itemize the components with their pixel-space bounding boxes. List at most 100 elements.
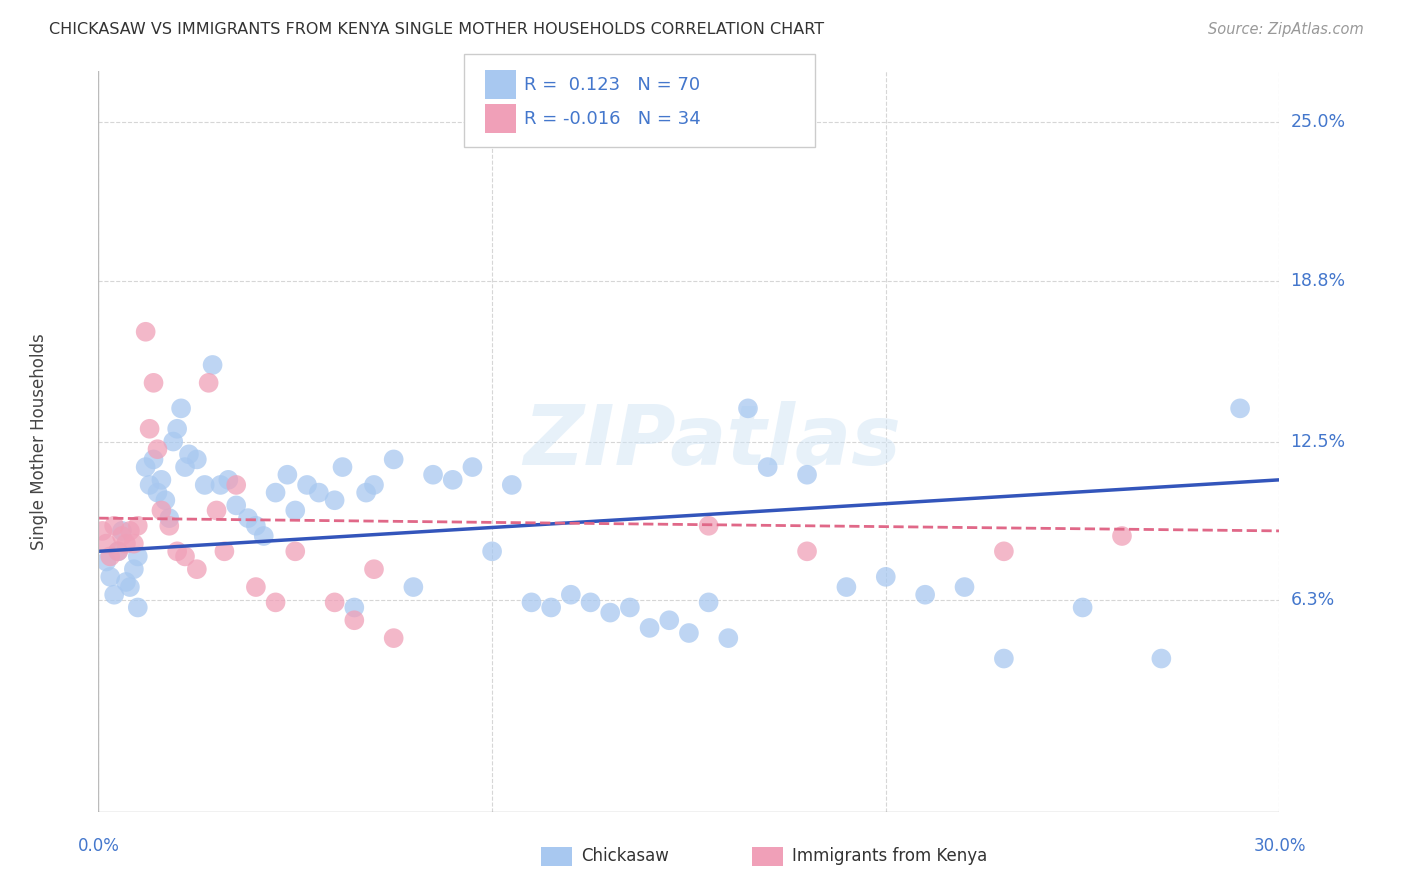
- Text: Immigrants from Kenya: Immigrants from Kenya: [792, 847, 987, 865]
- Point: [194, 478, 217, 492]
- Point: [111, 524, 134, 538]
- Point: [264, 595, 287, 609]
- Text: 12.5%: 12.5%: [1291, 433, 1346, 450]
- Point: [142, 376, 165, 390]
- Point: [245, 518, 267, 533]
- Point: [1229, 401, 1251, 416]
- Point: [201, 358, 224, 372]
- Point: [96, 555, 118, 569]
- Point: [135, 460, 157, 475]
- Point: [638, 621, 661, 635]
- Point: [197, 376, 219, 390]
- Point: [138, 422, 160, 436]
- Point: [157, 518, 180, 533]
- Point: [177, 447, 200, 461]
- Point: [560, 588, 582, 602]
- Point: [363, 478, 385, 492]
- Point: [422, 467, 444, 482]
- Point: [284, 503, 307, 517]
- Text: Chickasaw: Chickasaw: [581, 847, 669, 865]
- Point: [441, 473, 464, 487]
- Point: [284, 544, 307, 558]
- Point: [225, 499, 247, 513]
- Point: [1150, 651, 1173, 665]
- Point: [118, 580, 141, 594]
- Point: [323, 493, 346, 508]
- Point: [308, 485, 330, 500]
- Point: [382, 631, 405, 645]
- Point: [276, 467, 298, 482]
- Point: [796, 544, 818, 558]
- Point: [245, 580, 267, 594]
- Text: 18.8%: 18.8%: [1291, 272, 1346, 290]
- Point: [343, 600, 366, 615]
- Point: [142, 452, 165, 467]
- Point: [225, 478, 247, 492]
- Text: Single Mother Households: Single Mother Households: [31, 334, 48, 549]
- Point: [678, 626, 700, 640]
- Text: 25.0%: 25.0%: [1291, 113, 1346, 131]
- Point: [540, 600, 562, 615]
- Point: [619, 600, 641, 615]
- Point: [993, 651, 1015, 665]
- Point: [658, 613, 681, 627]
- Point: [253, 529, 276, 543]
- Point: [264, 485, 287, 500]
- Point: [236, 511, 259, 525]
- Point: [98, 549, 121, 564]
- Point: [501, 478, 523, 492]
- Point: [166, 422, 188, 436]
- Point: [135, 325, 157, 339]
- Point: [481, 544, 503, 558]
- Point: [875, 570, 897, 584]
- Point: [111, 529, 134, 543]
- Text: R = -0.016   N = 34: R = -0.016 N = 34: [524, 110, 702, 128]
- Point: [150, 503, 173, 517]
- Point: [363, 562, 385, 576]
- Point: [166, 544, 188, 558]
- Point: [756, 460, 779, 475]
- Point: [155, 493, 177, 508]
- Point: [103, 518, 125, 533]
- Point: [122, 562, 145, 576]
- Point: [599, 606, 621, 620]
- Text: 6.3%: 6.3%: [1291, 591, 1334, 609]
- Point: [953, 580, 976, 594]
- Point: [796, 467, 818, 482]
- Point: [332, 460, 354, 475]
- Point: [697, 595, 720, 609]
- Point: [98, 570, 121, 584]
- Point: [737, 401, 759, 416]
- Text: CHICKASAW VS IMMIGRANTS FROM KENYA SINGLE MOTHER HOUSEHOLDS CORRELATION CHART: CHICKASAW VS IMMIGRANTS FROM KENYA SINGL…: [49, 22, 824, 37]
- Point: [146, 485, 169, 500]
- Point: [115, 574, 138, 589]
- Point: [157, 511, 180, 525]
- Point: [174, 460, 197, 475]
- Text: ZIPatlas: ZIPatlas: [523, 401, 901, 482]
- Point: [295, 478, 318, 492]
- Point: [914, 588, 936, 602]
- Point: [520, 595, 543, 609]
- Point: [127, 518, 149, 533]
- Point: [461, 460, 484, 475]
- Text: Source: ZipAtlas.com: Source: ZipAtlas.com: [1208, 22, 1364, 37]
- Point: [162, 434, 184, 449]
- Point: [103, 588, 125, 602]
- Point: [146, 442, 169, 457]
- Point: [697, 518, 720, 533]
- Point: [96, 536, 118, 550]
- Point: [115, 536, 138, 550]
- Point: [127, 600, 149, 615]
- Point: [354, 485, 377, 500]
- Text: R =  0.123   N = 70: R = 0.123 N = 70: [524, 76, 700, 94]
- Point: [150, 473, 173, 487]
- Point: [993, 544, 1015, 558]
- Point: [170, 401, 193, 416]
- Point: [1111, 529, 1133, 543]
- Point: [186, 452, 208, 467]
- Point: [717, 631, 740, 645]
- Point: [107, 544, 129, 558]
- Point: [127, 549, 149, 564]
- Point: [91, 524, 114, 538]
- Point: [217, 473, 239, 487]
